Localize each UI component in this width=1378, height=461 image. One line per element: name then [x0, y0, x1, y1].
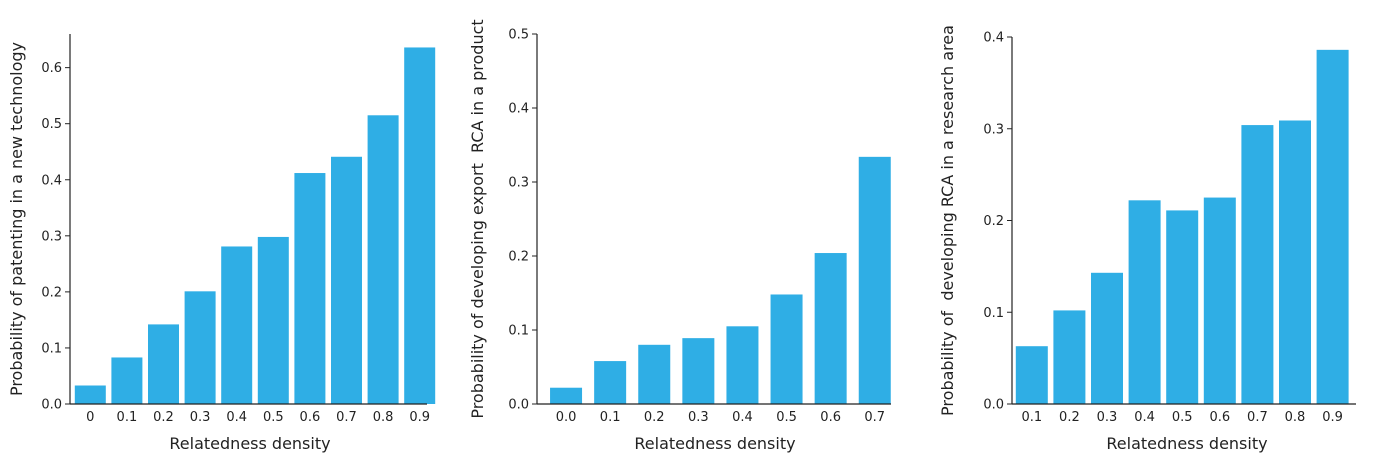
research-rca-y-tick-label-0: 0.0 — [983, 398, 1004, 413]
patenting-y-tick-label-3: 0.3 — [41, 229, 62, 244]
export-rca-y-tick-label-3: 0.3 — [508, 176, 529, 191]
research-rca-bar-4 — [1166, 210, 1199, 404]
export-rca-x-tick-label-3: 0.3 — [688, 410, 709, 425]
research-rca-x-tick-label-3: 0.4 — [1134, 410, 1155, 425]
research-rca-y-tick-label-4: 0.4 — [983, 31, 1004, 46]
patenting-x-tick-label-5: 0.5 — [263, 410, 284, 425]
export-rca-y-tick-label-4: 0.4 — [508, 102, 529, 117]
patenting-x-tick-label-3: 0.3 — [190, 410, 211, 425]
export-rca-x-tick-label-4: 0.4 — [732, 410, 753, 425]
export-rca-x-tick-label-6: 0.6 — [820, 410, 841, 425]
export-rca-bar-5 — [770, 294, 803, 404]
research-rca-bar-2 — [1091, 272, 1123, 404]
research-rca-x-tick-label-4: 0.5 — [1172, 410, 1193, 425]
patenting-bar-5 — [257, 236, 289, 404]
patenting-x-tick-label-2: 0.2 — [153, 410, 174, 425]
research-rca-x-tick-label-6: 0.7 — [1247, 410, 1268, 425]
patenting-x-tick-label-0: 0 — [86, 410, 94, 425]
research-rca-x-tick-label-5: 0.6 — [1209, 410, 1230, 425]
research-rca-x-tick-label-2: 0.3 — [1097, 410, 1118, 425]
research-rca-bar-5 — [1203, 197, 1236, 404]
patenting-x-tick-label-6: 0.6 — [300, 410, 321, 425]
patenting-bar-2 — [148, 324, 179, 404]
research-rca-x-tick-label-8: 0.9 — [1322, 410, 1343, 425]
patenting-x-tick-label-4: 0.4 — [226, 410, 247, 425]
patenting-y-tick-label-1: 0.1 — [41, 341, 62, 356]
export-rca-bar-7 — [858, 156, 891, 404]
export-rca-y-tick-label-5: 0.5 — [508, 28, 529, 43]
patenting-bar-3 — [184, 291, 216, 404]
patenting-x-tick-label-8: 0.8 — [373, 410, 394, 425]
patenting-y-tick-label-6: 0.6 — [41, 61, 62, 76]
export-rca-bar-0 — [550, 387, 583, 404]
research-rca-y-tick-label-1: 0.1 — [983, 306, 1004, 321]
export-rca-x-tick-label-0: 0.0 — [556, 410, 577, 425]
export-rca-x-tick-label-5: 0.5 — [776, 410, 797, 425]
patenting-bar-0 — [74, 385, 106, 404]
export-rca-x-tick-label-1: 0.1 — [600, 410, 621, 425]
research-rca-bar-3 — [1128, 200, 1161, 404]
export-rca-x-tick-label-2: 0.2 — [644, 410, 665, 425]
patenting-bar-8 — [367, 115, 399, 405]
research-rca-bar-8 — [1316, 49, 1349, 404]
research-rca-y-tick-label-2: 0.2 — [983, 214, 1004, 229]
patenting-y-tick-label-4: 0.4 — [41, 173, 62, 188]
research-rca-bar-7 — [1279, 120, 1311, 405]
research-rca-bar-1 — [1053, 310, 1086, 404]
research-rca-x-tick-label-7: 0.8 — [1285, 410, 1306, 425]
export-rca-bar-1 — [594, 361, 627, 404]
patenting-x-tick-label-1: 0.1 — [117, 410, 138, 425]
export-rca-y-tick-label-1: 0.1 — [508, 324, 529, 339]
export-rca-x-axis-title: Relatedness density — [634, 434, 795, 453]
patenting-bar-7 — [331, 156, 362, 404]
export-rca-bar-2 — [638, 344, 671, 404]
patenting-bar-6 — [294, 173, 326, 404]
export-rca-y-tick-label-2: 0.2 — [508, 250, 529, 265]
patenting-x-tick-label-7: 0.7 — [336, 410, 357, 425]
patenting-bar-9 — [404, 47, 436, 405]
patenting-y-axis-title: Probability of patenting in a new techno… — [7, 42, 26, 396]
research-rca-x-tick-label-0: 0.1 — [1021, 410, 1042, 425]
export-rca-bar-4 — [726, 326, 759, 404]
research-rca-y-axis-title: Probability of developing RCA in a resea… — [938, 25, 957, 416]
patenting-y-tick-label-2: 0.2 — [41, 285, 62, 300]
patenting-y-tick-label-5: 0.5 — [41, 117, 62, 132]
patenting-bar-1 — [111, 357, 143, 404]
patenting-bar-4 — [221, 246, 253, 404]
research-rca-bar-0 — [1015, 346, 1048, 404]
research-rca-y-tick-label-3: 0.3 — [983, 122, 1004, 137]
patenting-x-axis-title: Relatedness density — [169, 434, 330, 453]
patenting-y-tick-label-0: 0.0 — [41, 398, 62, 413]
research-rca-x-axis-title: Relatedness density — [1106, 434, 1267, 453]
export-rca-y-tick-label-0: 0.0 — [508, 398, 529, 413]
export-rca-bar-3 — [682, 338, 715, 404]
export-rca-y-axis-title: Probability of developing export RCA in … — [468, 19, 487, 418]
export-rca-x-tick-label-7: 0.7 — [864, 410, 885, 425]
research-rca-bar-6 — [1241, 125, 1274, 404]
patenting-x-tick-label-9: 0.9 — [409, 410, 430, 425]
export-rca-bar-6 — [814, 253, 847, 404]
research-rca-x-tick-label-1: 0.2 — [1059, 410, 1080, 425]
